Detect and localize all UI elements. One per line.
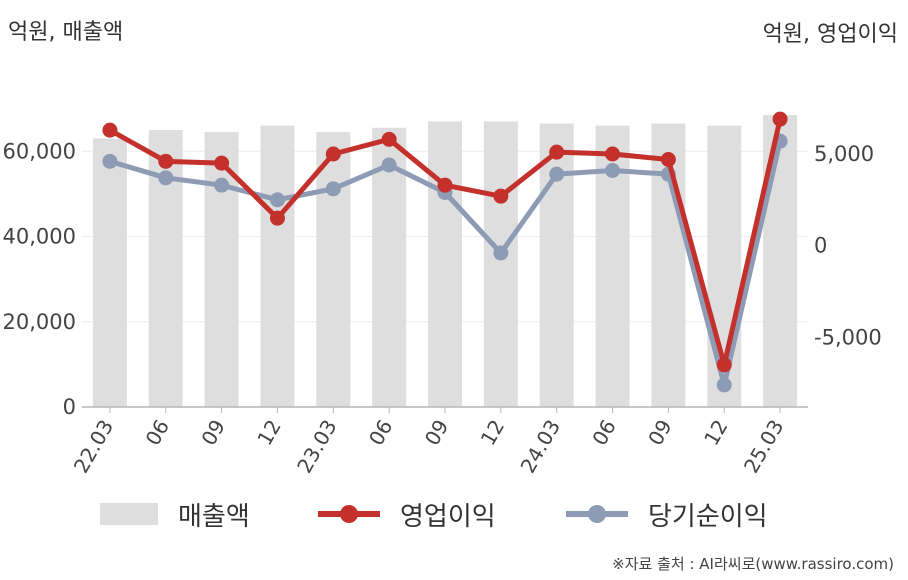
x-tick-label: 09 bbox=[420, 416, 454, 450]
x-tick-label: 12 bbox=[476, 416, 510, 450]
profit-lines bbox=[102, 111, 788, 393]
data-point bbox=[269, 210, 285, 226]
data-point bbox=[493, 245, 509, 261]
data-point bbox=[269, 192, 285, 208]
left-axis-tick-label: 0 bbox=[63, 395, 76, 419]
revenue-bar bbox=[483, 121, 518, 407]
x-tick-label: 24.03 bbox=[516, 416, 565, 478]
data-point bbox=[605, 163, 621, 178]
revenue-bars bbox=[92, 115, 798, 408]
x-tick-label: 12 bbox=[252, 416, 286, 450]
data-point bbox=[437, 177, 453, 193]
net-swatch bbox=[566, 503, 628, 525]
data-point bbox=[660, 152, 676, 167]
data-point bbox=[716, 377, 732, 393]
data-point bbox=[716, 357, 732, 373]
x-tick-label: 06 bbox=[587, 416, 621, 450]
data-point bbox=[772, 111, 788, 127]
revenue-bar bbox=[428, 121, 462, 407]
x-tick-label: 09 bbox=[643, 416, 677, 450]
legend: 매출액 영업이익 당기순이익 bbox=[0, 494, 908, 534]
revenue-bar bbox=[316, 132, 351, 407]
revenue-bar bbox=[539, 123, 574, 407]
legend-label-revenue: 매출액 bbox=[178, 501, 250, 532]
data-point bbox=[214, 177, 230, 193]
data-point bbox=[381, 157, 397, 173]
data-point bbox=[549, 166, 565, 182]
data-point bbox=[605, 146, 621, 162]
right-axis-tick-label: 0 bbox=[814, 234, 827, 258]
data-point bbox=[325, 146, 341, 162]
data-point bbox=[102, 122, 118, 138]
x-tick-label: 06 bbox=[141, 416, 175, 450]
x-tick-label: 12 bbox=[699, 416, 733, 450]
left-axis-tick-label: 40,000 bbox=[3, 225, 76, 249]
data-point bbox=[549, 144, 565, 160]
x-tick-label: 25.03 bbox=[739, 416, 788, 478]
data-point bbox=[102, 153, 118, 169]
op-swatch bbox=[318, 503, 380, 525]
data-point bbox=[158, 170, 174, 186]
revenue-bar bbox=[92, 138, 127, 407]
revenue-bar bbox=[260, 125, 295, 408]
revenue-bar bbox=[372, 127, 407, 408]
left-axis-tick-label: 20,000 bbox=[3, 310, 76, 334]
data-point bbox=[214, 155, 230, 171]
left-axis-unit: 억원, 매출액 bbox=[8, 20, 124, 45]
data-point bbox=[381, 131, 397, 147]
left-axis-tick-label: 60,000 bbox=[3, 139, 76, 163]
revenue-bar bbox=[763, 115, 798, 408]
x-axis bbox=[82, 406, 808, 413]
right-axis-tick-label: -5,000 bbox=[814, 325, 882, 349]
legend-item-net: 당기순이익 bbox=[566, 494, 768, 534]
data-point bbox=[493, 188, 509, 204]
combo-chart: 0 20,000 40,000 60,000 -5,000 0 5,000 22.03 06 09… bbox=[3, 111, 882, 478]
revenue-swatch bbox=[100, 503, 158, 525]
x-tick-label: 22.03 bbox=[69, 416, 118, 478]
right-axis-tick-label: 5,000 bbox=[814, 142, 874, 166]
x-tick-label: 06 bbox=[364, 416, 398, 450]
legend-item-op: 영업이익 bbox=[318, 494, 496, 534]
data-point bbox=[158, 153, 174, 169]
legend-label-op: 영업이익 bbox=[400, 501, 496, 532]
x-tick-label: 09 bbox=[196, 416, 230, 450]
source-note: ※자료 출처 : AI라씨로(www.rassiro.com) bbox=[612, 555, 894, 573]
legend-label-net: 당기순이익 bbox=[648, 501, 768, 532]
data-point bbox=[325, 181, 341, 197]
right-axis-unit: 억원, 영업이익 bbox=[762, 22, 898, 47]
legend-item-revenue: 매출액 bbox=[100, 494, 250, 534]
x-tick-label: 23.03 bbox=[292, 416, 341, 478]
